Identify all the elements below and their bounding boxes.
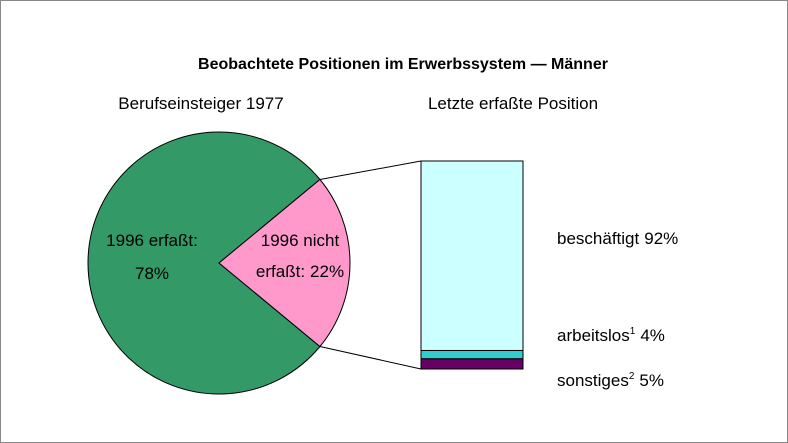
pie-label: 1996 erfaßt: 78% xyxy=(106,231,198,283)
bar-segment xyxy=(420,160,524,351)
footnote-mark: 2 xyxy=(629,371,635,382)
connector xyxy=(319,160,422,180)
connector xyxy=(319,346,422,370)
pie-subtitle: Berufseinsteiger 1977 xyxy=(118,94,283,113)
chart-title: Beobachtete Positionen im Erwerbssystem … xyxy=(198,56,608,73)
value-label: 4% xyxy=(640,326,665,345)
category-label: erfaßt: xyxy=(256,262,305,281)
bar-segment xyxy=(420,358,524,370)
bar-label: sonstiges2 5% xyxy=(557,371,664,390)
bar-label: arbeitslos1 4% xyxy=(557,326,665,345)
category-label: arbeitslos xyxy=(557,326,630,345)
pie-slice xyxy=(218,178,351,348)
category-label: 1996 nicht xyxy=(261,231,340,250)
value-label: 22% xyxy=(310,262,344,281)
pie-slice xyxy=(87,131,321,395)
value-label: 78% xyxy=(135,264,169,283)
category-label: beschäftigt xyxy=(557,229,639,248)
bar-subtitle: Letzte erfaßte Position xyxy=(428,94,598,113)
bar-segment xyxy=(420,349,524,360)
category-label: 1996 erfaßt: xyxy=(106,231,198,250)
value-label: 92% xyxy=(644,229,678,248)
value-label: 5% xyxy=(639,371,664,390)
bar-label: beschäftigt 92% xyxy=(557,229,678,248)
pie-label: 1996 nicht erfaßt: 22% xyxy=(256,231,344,281)
category-label: sonstiges xyxy=(557,371,629,390)
footnote-mark: 1 xyxy=(630,326,636,337)
